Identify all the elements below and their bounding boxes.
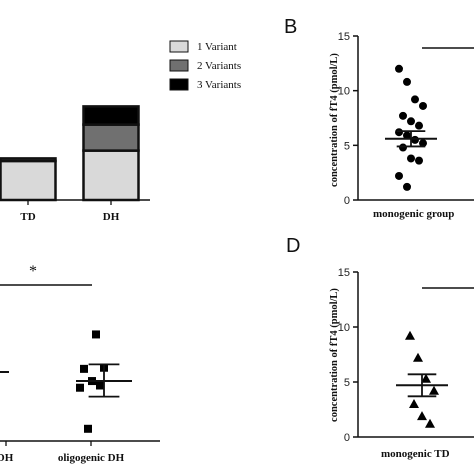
panel-c-point (96, 381, 104, 390)
legend-swatch-2-variants (169, 59, 189, 72)
panel-b-point (411, 95, 419, 104)
panel-b-point (419, 101, 427, 110)
panel-b-point (403, 77, 411, 86)
panel-d-y-axis-label: concentration of fT4 (pmol/L) (329, 288, 340, 422)
panel-b-category-label: monogenic group (373, 208, 454, 220)
panel-b-point (419, 139, 427, 148)
panel-c-significance-star: * (29, 263, 37, 280)
legend-swatch-1-variant (169, 40, 189, 53)
panel-d-point (417, 411, 427, 421)
panel-b-point (407, 154, 415, 163)
panel-c-points (76, 330, 132, 433)
panel-c-point (84, 424, 92, 433)
panel-d-point (429, 385, 439, 395)
bar-dh-series-1 (82, 149, 140, 202)
legend-swatch-3-variants (169, 78, 189, 91)
legend-label-2-variants: 2 Variants (197, 60, 241, 72)
panel-b-y-tick-label: 15 (338, 31, 350, 43)
panel-b-y-axis-label: concentration of fT4 (pmol/L) (329, 53, 340, 187)
bar-td-series-1 (0, 159, 57, 202)
panel-b-points (385, 64, 437, 191)
panel-d-point (425, 418, 435, 428)
panel-b-point (411, 135, 419, 144)
panel-c-category-oligogenic-dh: oligogenic DH (58, 452, 125, 464)
bar-td-series-2 (0, 157, 57, 163)
panel-a-legend: 1 Variant 2 Variants 3 Variants (169, 40, 241, 91)
panel-d-point (413, 352, 423, 362)
bar-dh-series-2 (82, 123, 140, 152)
panel-b-point (395, 64, 403, 73)
legend-label-1-variant: 1 Variant (197, 41, 237, 53)
panel-b-y-tick-label: 10 (338, 86, 350, 98)
panel-b-point (407, 117, 415, 126)
panel-c-point (76, 383, 84, 392)
panel-d-point (405, 330, 415, 340)
panel-a-category-td: TD (20, 211, 35, 223)
panel-b-point (399, 111, 407, 120)
panel-a-category-dh: DH (103, 211, 120, 223)
panel-b: B concentration of fT4 (pmol/L) 0 5 10 15 m… (284, 16, 474, 220)
panel-d-point (421, 373, 431, 383)
panel-b-point (415, 121, 423, 130)
panel-d-category-label: monogenic TD (381, 448, 450, 460)
panel-d-points (396, 330, 448, 428)
panel-b-point (399, 143, 407, 152)
panel-d: D concentration of fT4 (pmol/L) 0 5 10 15 m… (286, 235, 474, 460)
panel-d-y-tick-label: 0 (344, 432, 350, 444)
bar-dh-series-3 (82, 105, 140, 126)
panel-b-point (415, 156, 423, 165)
panel-c: * DH oligogenic DH (0, 263, 160, 464)
panel-c-point (80, 364, 88, 373)
panel-b-point (395, 128, 403, 137)
legend-label-3-variants: 3 Variants (197, 79, 241, 91)
panel-d-point (409, 399, 419, 408)
panel-d-axes: 0 5 10 15 (338, 267, 474, 444)
panel-b-y-tick-label: 0 (344, 195, 350, 207)
panel-d-y-tick-label: 10 (338, 322, 350, 334)
panel-d-label: D (286, 235, 300, 257)
panel-c-category-dh: DH (0, 452, 14, 464)
panel-d-y-tick-label: 15 (338, 267, 350, 279)
panel-a-bars (0, 105, 140, 202)
panel-c-point (92, 330, 100, 339)
panel-b-point (395, 171, 403, 180)
panel-d-y-tick-label: 5 (344, 377, 350, 389)
panel-a: TD DH 1 Variant 2 Variants 3 Variants (0, 40, 241, 223)
panel-b-axes: 0 5 10 15 (338, 31, 474, 207)
panel-b-point (403, 182, 411, 191)
panel-b-point (403, 131, 411, 140)
panel-b-label: B (284, 16, 297, 38)
panel-b-y-tick-label: 5 (344, 140, 350, 152)
